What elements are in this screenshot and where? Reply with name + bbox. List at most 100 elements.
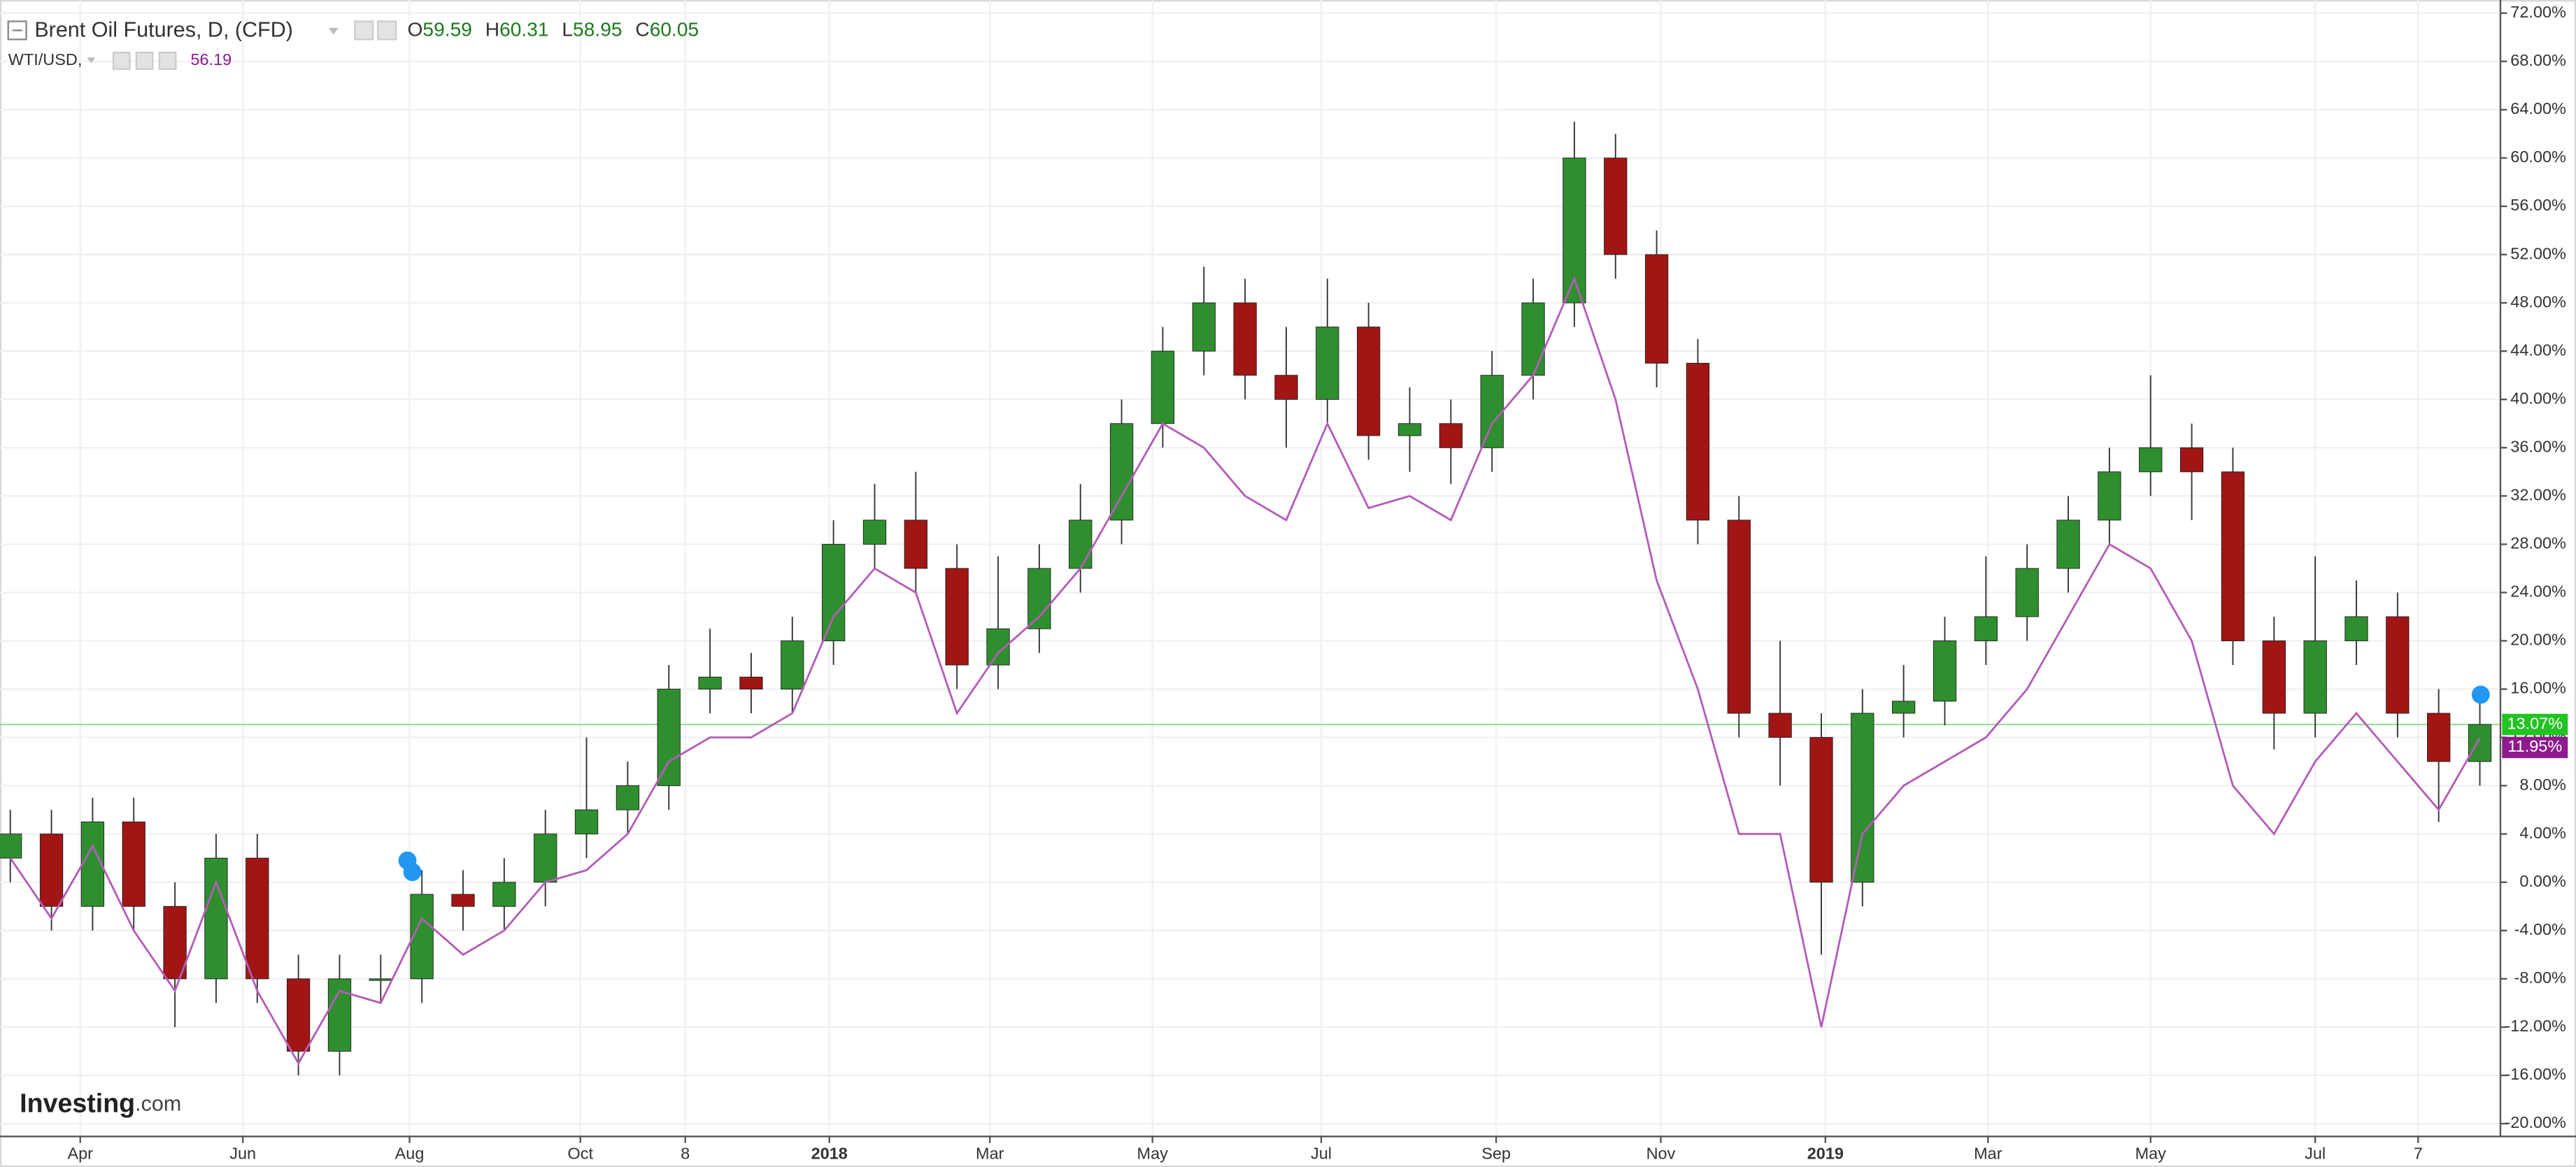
event-marker[interactable] [403, 863, 422, 882]
x-tick-label: May [2135, 1144, 2167, 1162]
y-tick-label: -12.00% [2505, 1017, 2566, 1035]
y-tick-label: 68.00% [2510, 51, 2566, 69]
candle-body [245, 857, 269, 980]
y-tick-label: 72.00% [2510, 3, 2566, 21]
candle-body [2262, 640, 2286, 714]
x-tick-label: Sep [1481, 1144, 1511, 1162]
candle-body [163, 905, 187, 980]
y-tick-label: 24.00% [2510, 582, 2566, 601]
price-badge [2502, 736, 2568, 759]
candle-body [1974, 616, 1998, 641]
x-tick-label: Jun [229, 1144, 256, 1162]
candle-body [410, 894, 434, 980]
event-marker[interactable] [2471, 685, 2490, 704]
candle-body [534, 833, 557, 883]
candle-body [1151, 350, 1175, 424]
candle-body [1809, 737, 1833, 883]
candle-body [2179, 447, 2204, 473]
x-tick-label: 2018 [811, 1144, 848, 1162]
y-tick-label: 16.00% [2510, 679, 2566, 697]
candle-body [1480, 375, 1504, 448]
candle-body [2468, 724, 2492, 762]
candle-body [286, 978, 311, 1052]
ohlc-value: 59.59 [422, 18, 472, 41]
candle-body [781, 640, 804, 690]
ohlc-value: 60.05 [650, 18, 699, 41]
candle-body [615, 785, 640, 810]
y-tick-label: -20.00% [2505, 1113, 2566, 1131]
candle-body [39, 833, 64, 907]
y-tick-label: 60.00% [2510, 148, 2566, 166]
x-tick-label: Jul [2305, 1144, 2326, 1162]
x-tick-label: Nov [1646, 1144, 1676, 1162]
x-tick-label: 8 [681, 1144, 690, 1162]
candle-body [1233, 302, 1257, 376]
candle-body [1727, 520, 1751, 714]
x-tick-label: Apr [67, 1144, 93, 1162]
candle-body [492, 882, 516, 907]
candle-body [122, 821, 145, 907]
remove-button[interactable] [158, 51, 177, 70]
x-tick-label: 7 [2414, 1144, 2423, 1162]
candle-body [327, 978, 352, 1052]
candle-body [80, 821, 105, 907]
candle-body [1027, 568, 1051, 629]
ohlc-label: O [408, 18, 423, 41]
y-tick-label: 48.00% [2510, 292, 2566, 310]
ohlc-label: H [485, 18, 499, 41]
price-badge [2502, 713, 2568, 736]
candle-body [204, 857, 228, 980]
ohlc-values: O59.59 H60.31 L58.95 C60.05 [408, 18, 699, 41]
ohlc-value: 60.31 [499, 18, 549, 41]
candle-body [2427, 713, 2451, 762]
candle-body [1439, 423, 1463, 448]
candle-body [1316, 327, 1339, 400]
candle-body [1892, 701, 1916, 714]
y-tick-label: 0.00% [2519, 872, 2566, 890]
x-tick-label: Mar [976, 1144, 1004, 1162]
y-tick-label: 28.00% [2510, 534, 2566, 552]
compare-line [9, 275, 2481, 1066]
ohlc-label: C [635, 18, 649, 41]
candle-body [1644, 254, 1669, 364]
candle-body [904, 520, 927, 569]
settings-button[interactable] [354, 20, 374, 41]
candle-body [2015, 568, 2039, 617]
candle-body [862, 520, 887, 545]
candle-body [1933, 640, 1957, 702]
y-tick-label: -8.00% [2514, 968, 2566, 987]
candle-body [657, 689, 681, 787]
y-tick-label: 8.00% [2519, 775, 2566, 794]
dropdown-arrow[interactable] [328, 27, 339, 35]
y-tick-label: 52.00% [2510, 244, 2566, 262]
axes: 72.00% 68.00% 64.00% 60.00% 56.00% 52.00% 48.0… [67, 3, 2568, 1162]
hide-button[interactable] [377, 20, 397, 41]
candle-body [821, 543, 846, 641]
hide-button[interactable] [135, 51, 154, 70]
candle-body [2303, 640, 2327, 714]
y-tick-label: -4.00% [2514, 920, 2566, 938]
settings-button[interactable] [112, 51, 131, 70]
y-tick-label: 20.00% [2510, 631, 2566, 649]
x-tick-label: Mar [1974, 1144, 2002, 1162]
y-tick-label: 64.00% [2510, 99, 2566, 117]
watermark: Investing.com [20, 1089, 181, 1118]
candle-body [1069, 520, 1093, 569]
candle-body [739, 676, 763, 690]
candle-body [1851, 713, 1874, 883]
candle-body [1397, 423, 1422, 436]
collapse-button[interactable] [7, 20, 27, 41]
x-tick-label: 2019 [1807, 1144, 1844, 1162]
dropdown-arrow[interactable] [87, 57, 96, 64]
candle-body [2056, 520, 2080, 569]
watermark-suffix: .com [135, 1092, 181, 1116]
x-tick-label: May [1137, 1144, 1169, 1162]
candle-body [1604, 157, 1628, 255]
y-tick-label: 36.00% [2510, 437, 2566, 455]
y-tick-label: -16.00% [2505, 1065, 2566, 1083]
candle-body [2098, 471, 2121, 521]
price-badge-label: 13.07% [2507, 714, 2563, 732]
plot [0, 122, 2500, 1075]
candle-body [1768, 713, 1792, 738]
